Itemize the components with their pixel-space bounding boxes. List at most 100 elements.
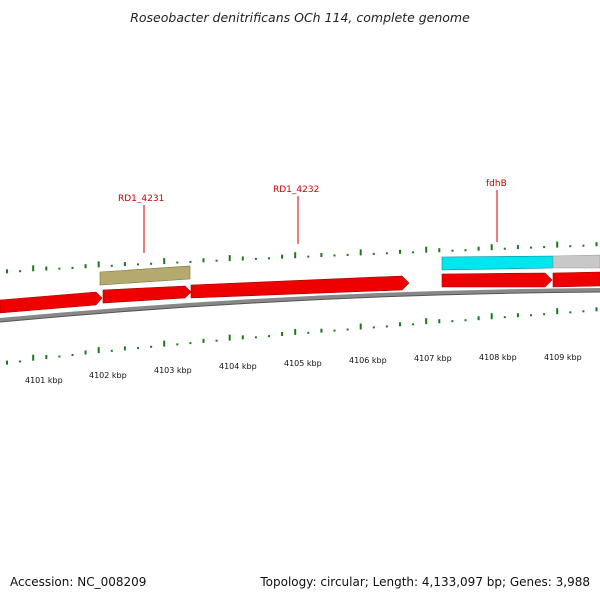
feature-gray[interactable]	[552, 254, 600, 269]
gc-tick-bottom	[215, 339, 218, 342]
gc-tick-top	[84, 264, 87, 269]
gc-tick-top	[503, 247, 506, 250]
gc-tick-top	[19, 270, 22, 273]
gc-tick-bottom	[294, 328, 297, 335]
gc-tick-bottom	[595, 307, 598, 312]
gc-tick-bottom	[307, 331, 310, 334]
gc-tick-bottom	[176, 343, 179, 346]
gc-tick-bottom	[6, 360, 8, 365]
gc-tick-top	[359, 249, 362, 256]
gene-label-rd1-4231[interactable]: RD1_4231	[118, 194, 164, 204]
scale-label-4108: 4108 kbp	[479, 353, 517, 362]
gc-tick-bottom	[150, 345, 153, 348]
gc-tick-bottom	[320, 328, 323, 333]
gc-tick-bottom	[412, 323, 415, 326]
scale-label-4102: 4102 kbp	[89, 371, 127, 380]
gc-tick-top	[241, 256, 244, 261]
gc-tick-top	[97, 261, 100, 268]
gc-tick-top	[307, 255, 310, 258]
gc-tick-top	[110, 264, 113, 267]
gc-tick-top	[6, 269, 8, 274]
cds-arrow-5[interactable]	[552, 271, 600, 288]
gc-tick-bottom	[268, 335, 270, 338]
gc-tick-top	[123, 262, 126, 267]
scale-label-4103: 4103 kbp	[154, 366, 192, 375]
genome-backbone-shadow	[0, 291, 600, 323]
gc-tick-top	[556, 241, 559, 248]
genome-summary-text: Topology: circular; Length: 4,133,097 bp…	[260, 575, 590, 589]
gene-label-rd1-4232[interactable]: RD1_4232	[273, 185, 319, 195]
gc-tick-bottom	[425, 318, 428, 325]
gc-tick-bottom	[71, 354, 74, 356]
feature-cyan-fdhb[interactable]	[441, 255, 554, 271]
gc-tick-bottom	[254, 336, 257, 339]
gc-tick-top	[438, 248, 441, 253]
gc-tick-bottom	[464, 319, 467, 322]
gc-tick-bottom	[556, 308, 559, 315]
scale-label-4106: 4106 kbp	[349, 356, 387, 365]
gc-tick-bottom	[530, 314, 532, 317]
gc-tick-top	[569, 245, 572, 248]
gc-tick-bottom	[451, 320, 454, 323]
gc-tick-top	[543, 246, 546, 249]
gc-tick-top	[425, 246, 428, 253]
gc-tick-top	[333, 254, 336, 257]
gc-tick-bottom	[516, 313, 519, 318]
gc-tick-bottom	[228, 334, 231, 341]
gc-tick-top	[189, 260, 192, 263]
map-title: Roseobacter denitrificans OCh 114, compl…	[130, 10, 470, 25]
gc-tick-bottom	[189, 342, 192, 345]
gc-skew-track-top	[6, 241, 598, 274]
gc-tick-top	[32, 265, 35, 272]
gc-tick-bottom	[333, 329, 336, 332]
gc-tick-bottom	[438, 319, 441, 324]
feature-olive-rd1-4231[interactable]	[99, 265, 191, 286]
gc-tick-top	[228, 255, 231, 262]
gc-tick-top	[71, 266, 74, 269]
gc-tick-top	[163, 258, 166, 265]
gc-tick-bottom	[490, 313, 493, 320]
gc-tick-top	[477, 246, 480, 251]
scale-label-4101: 4101 kbp	[25, 376, 63, 385]
gc-tick-top	[464, 249, 467, 252]
gc-tick-top	[150, 262, 153, 265]
gc-tick-bottom	[19, 360, 22, 363]
gc-tick-top	[530, 246, 532, 249]
accession-text: Accession: NC_008209	[10, 575, 147, 589]
scale-label-4104: 4104 kbp	[219, 362, 257, 371]
gc-tick-bottom	[477, 316, 480, 321]
gc-tick-bottom	[110, 349, 113, 352]
gc-tick-top	[268, 257, 270, 260]
gc-tick-top	[137, 263, 139, 266]
gc-tick-top	[372, 252, 375, 255]
gc-tick-top	[294, 252, 297, 259]
gc-tick-bottom	[123, 346, 126, 351]
gene-label-fdhb[interactable]: fdhB	[486, 179, 507, 189]
cds-arrow-2[interactable]	[102, 285, 192, 304]
gc-tick-bottom	[385, 325, 388, 328]
gc-tick-bottom	[399, 322, 401, 327]
gc-tick-bottom	[241, 335, 244, 340]
cds-arrow-3[interactable]	[190, 275, 410, 299]
gc-tick-top	[254, 257, 257, 260]
cds-arrow-4[interactable]	[441, 272, 553, 288]
gc-tick-bottom	[543, 313, 546, 316]
gc-tick-top	[202, 258, 205, 263]
genome-backbone	[0, 288, 600, 322]
gc-tick-top	[595, 242, 598, 247]
gc-tick-top	[582, 244, 585, 247]
gc-tick-top	[399, 249, 401, 254]
cds-arrow-1[interactable]	[0, 291, 103, 314]
gc-tick-bottom	[359, 323, 362, 330]
gc-tick-bottom	[569, 311, 572, 314]
gc-tick-bottom	[163, 340, 166, 347]
gc-tick-bottom	[32, 354, 35, 361]
gc-tick-bottom	[582, 310, 585, 313]
gc-tick-top	[412, 251, 415, 254]
gc-tick-top	[281, 254, 284, 259]
gc-tick-bottom	[137, 347, 139, 350]
gc-tick-bottom	[58, 355, 61, 358]
gc-tick-top	[385, 252, 388, 255]
gc-tick-bottom	[281, 332, 284, 336]
